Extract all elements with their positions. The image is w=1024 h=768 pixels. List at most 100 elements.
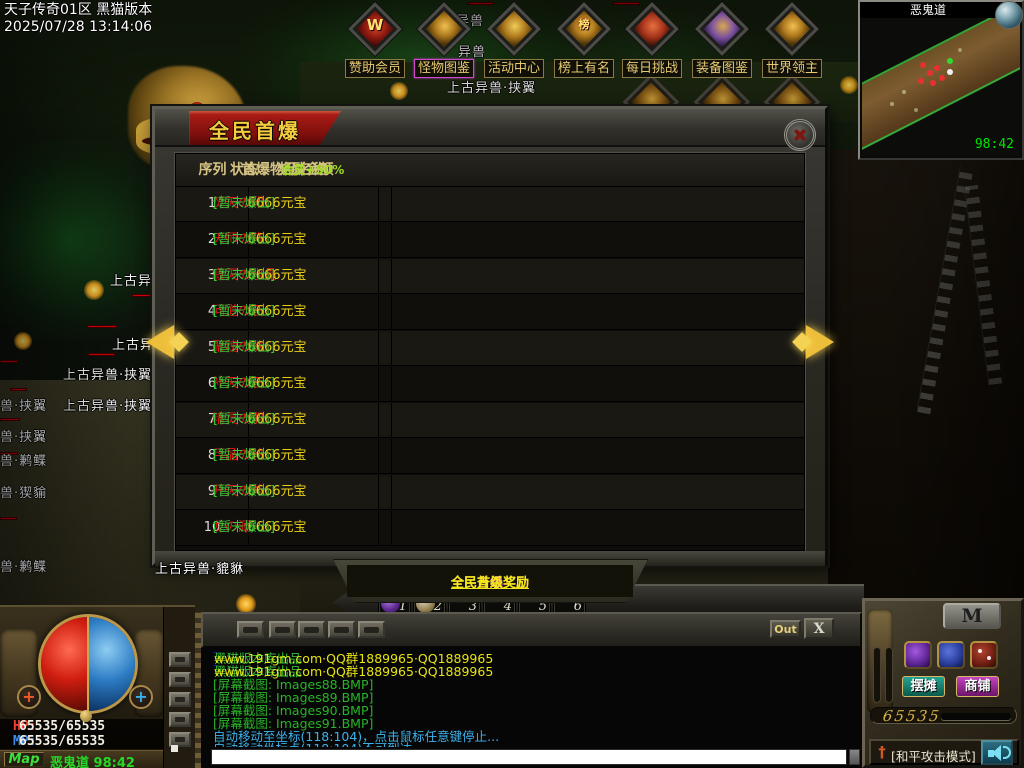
row-status: [暂未爆出] — [212, 340, 276, 355]
chat-close-button[interactable]: X — [804, 618, 834, 639]
network-icon[interactable] — [169, 692, 191, 707]
chat-out-button[interactable]: Out — [770, 620, 801, 638]
table-row: 2 天师の符 6666元宝 [暂未爆出] — [176, 223, 804, 258]
chat-left-ornament — [195, 612, 201, 768]
row-seq: 6 — [176, 367, 249, 401]
table-row: 6 补天の石 6666元宝 [暂未爆出] — [176, 367, 804, 402]
monster-label: 上古异兽·挟翼 — [63, 399, 153, 414]
monster-label: 兽·鹣鲽 — [0, 560, 48, 575]
globe-icon[interactable] — [995, 1, 1023, 29]
minimap-dot — [902, 90, 906, 94]
row-item: 焚天の印 — [176, 187, 392, 221]
chat-bubble-icon[interactable] — [358, 621, 385, 638]
hp-plus-button[interactable]: + — [17, 685, 41, 709]
bag-icon[interactable] — [904, 641, 932, 669]
torch-glow — [14, 332, 32, 350]
row-status: [暂未爆出] — [212, 376, 276, 391]
map-button[interactable]: Map — [4, 752, 44, 767]
trade-icon[interactable] — [169, 732, 191, 747]
menu-label: 世界领主 — [761, 59, 823, 78]
row-item: 寂灭の水晶 — [176, 259, 392, 293]
gold-groove — [941, 713, 1011, 720]
music-icon[interactable] — [169, 672, 191, 687]
menu-label: 每日挑战 — [621, 59, 683, 78]
row-status: [暂未爆出] — [212, 196, 276, 211]
menu-label: 赞助会员 — [344, 59, 406, 78]
chat-message: 黑猫版本库出品 www.191gm.com·QQ群1889965·QQ188996… — [213, 664, 494, 679]
chat-toolbar: Out X — [201, 612, 862, 648]
attack-mode-bar[interactable]: † [和平攻击模式] — [869, 739, 1019, 765]
close-icon[interactable] — [784, 119, 816, 151]
row-status: [暂未爆出] — [212, 304, 276, 319]
party-icon[interactable] — [328, 621, 355, 638]
monster-label: 异兽 — [458, 45, 487, 60]
row-seq: 2 — [176, 223, 249, 257]
hp-readout: HP: 65535/65535 — [0, 719, 164, 734]
monster-hp-bar — [88, 353, 115, 356]
row-item: 聚魂の珠 — [176, 331, 392, 365]
monster-label: 兽·鹣鲽 — [0, 454, 48, 469]
tab-level-up-reward[interactable]: 全民升级奖励 — [450, 575, 529, 591]
torch-glow — [84, 280, 104, 300]
pet-icon[interactable] — [298, 621, 325, 638]
minimap-title: 恶鬼道 — [860, 2, 1022, 18]
chat-message-list[interactable]: 黑猫版本库出品 www.191gm.com·QQ群1889965·QQ188996… — [213, 651, 500, 747]
hp-orb-half — [41, 617, 88, 711]
chat-panel: Out X 黑猫版本库出品 www.191gm.com·QQ群1889965·QQ… — [195, 612, 862, 768]
row-reward: 6666元宝 — [176, 367, 379, 401]
minimap-road — [862, 18, 1020, 156]
hand-drop-icon[interactable] — [269, 621, 296, 638]
gauge-pill — [885, 647, 893, 703]
monster-hp-bar — [0, 452, 18, 455]
minimap-monster-dot — [930, 80, 936, 86]
map-bar: Map 恶鬼道 98:42 — [0, 750, 164, 768]
speaker-icon[interactable] — [981, 740, 1013, 765]
row-reward: 6666元宝 — [176, 259, 379, 293]
friends-icon[interactable] — [169, 712, 191, 727]
background-green-glow — [0, 140, 180, 340]
member-bonus-label: 会员+50% — [281, 163, 345, 177]
minimap-monster-dot — [927, 70, 933, 76]
torch-glow — [390, 82, 408, 100]
system-clock: 2025/07/28 13:14:06 — [4, 19, 153, 35]
minimap-timer: 98:42 — [974, 137, 1014, 152]
monster-label: 兽·挟翼 — [0, 430, 48, 445]
stats-icon[interactable] — [970, 641, 998, 669]
table-header: 序列 首爆物品名称 奖励金额 会员+50% 状态 — [176, 154, 804, 187]
tab-first-drop-reward[interactable]: 全民首爆奖励 — [450, 575, 529, 591]
main-menu-button[interactable]: M — [943, 603, 1001, 629]
orb-knob — [80, 710, 92, 722]
tab-first-kill-reward[interactable]: 全民首杀奖励 — [450, 575, 529, 591]
dialog-titlebar: 全民首爆 — [155, 109, 825, 151]
minimap-npc-dot — [947, 69, 953, 75]
character-icon[interactable] — [937, 641, 965, 669]
minimap-map[interactable]: 98:42 — [862, 18, 1020, 156]
server-name: 天子传奇01区 黑猫版本 — [4, 2, 153, 18]
dialog-title-banner — [189, 111, 341, 145]
col-status: 状态 — [230, 162, 258, 178]
row-reward: 6666元宝 — [176, 223, 379, 257]
mp-plus-button[interactable]: + — [129, 685, 153, 709]
minimap-panel: 恶鬼道 0.00B/s 98:42 — [858, 0, 1024, 160]
monster-hp-bar — [0, 517, 17, 520]
sound-icon[interactable] — [169, 652, 191, 667]
row-reward: 6666元宝 — [176, 187, 379, 221]
hand-pickup-icon[interactable] — [237, 621, 264, 638]
option-strip — [163, 607, 195, 768]
row-reward: 6666元宝 — [176, 403, 379, 437]
minimap-player-dot — [947, 58, 953, 64]
chat-input[interactable] — [211, 749, 847, 765]
table-row: 1 焚天の印 6666元宝 [暂未爆出] — [176, 187, 804, 222]
col-item: 首爆物品名称 — [242, 162, 326, 178]
menu-label: 怪物图鉴 — [413, 59, 475, 78]
shop-button[interactable]: 商铺 — [956, 676, 999, 697]
dialog-bottom-rail — [155, 551, 825, 566]
row-seq: 5 — [176, 331, 249, 365]
monster-hp-bar — [613, 2, 640, 5]
attack-mode-label: [和平攻击模式] — [891, 749, 976, 764]
row-seq: 7 — [176, 403, 249, 437]
stall-button[interactable]: 摆摊 — [902, 676, 945, 697]
gauge-pill — [873, 647, 881, 703]
monster-label: 上古异兽 — [110, 274, 167, 289]
sword-icon: † — [878, 743, 886, 761]
